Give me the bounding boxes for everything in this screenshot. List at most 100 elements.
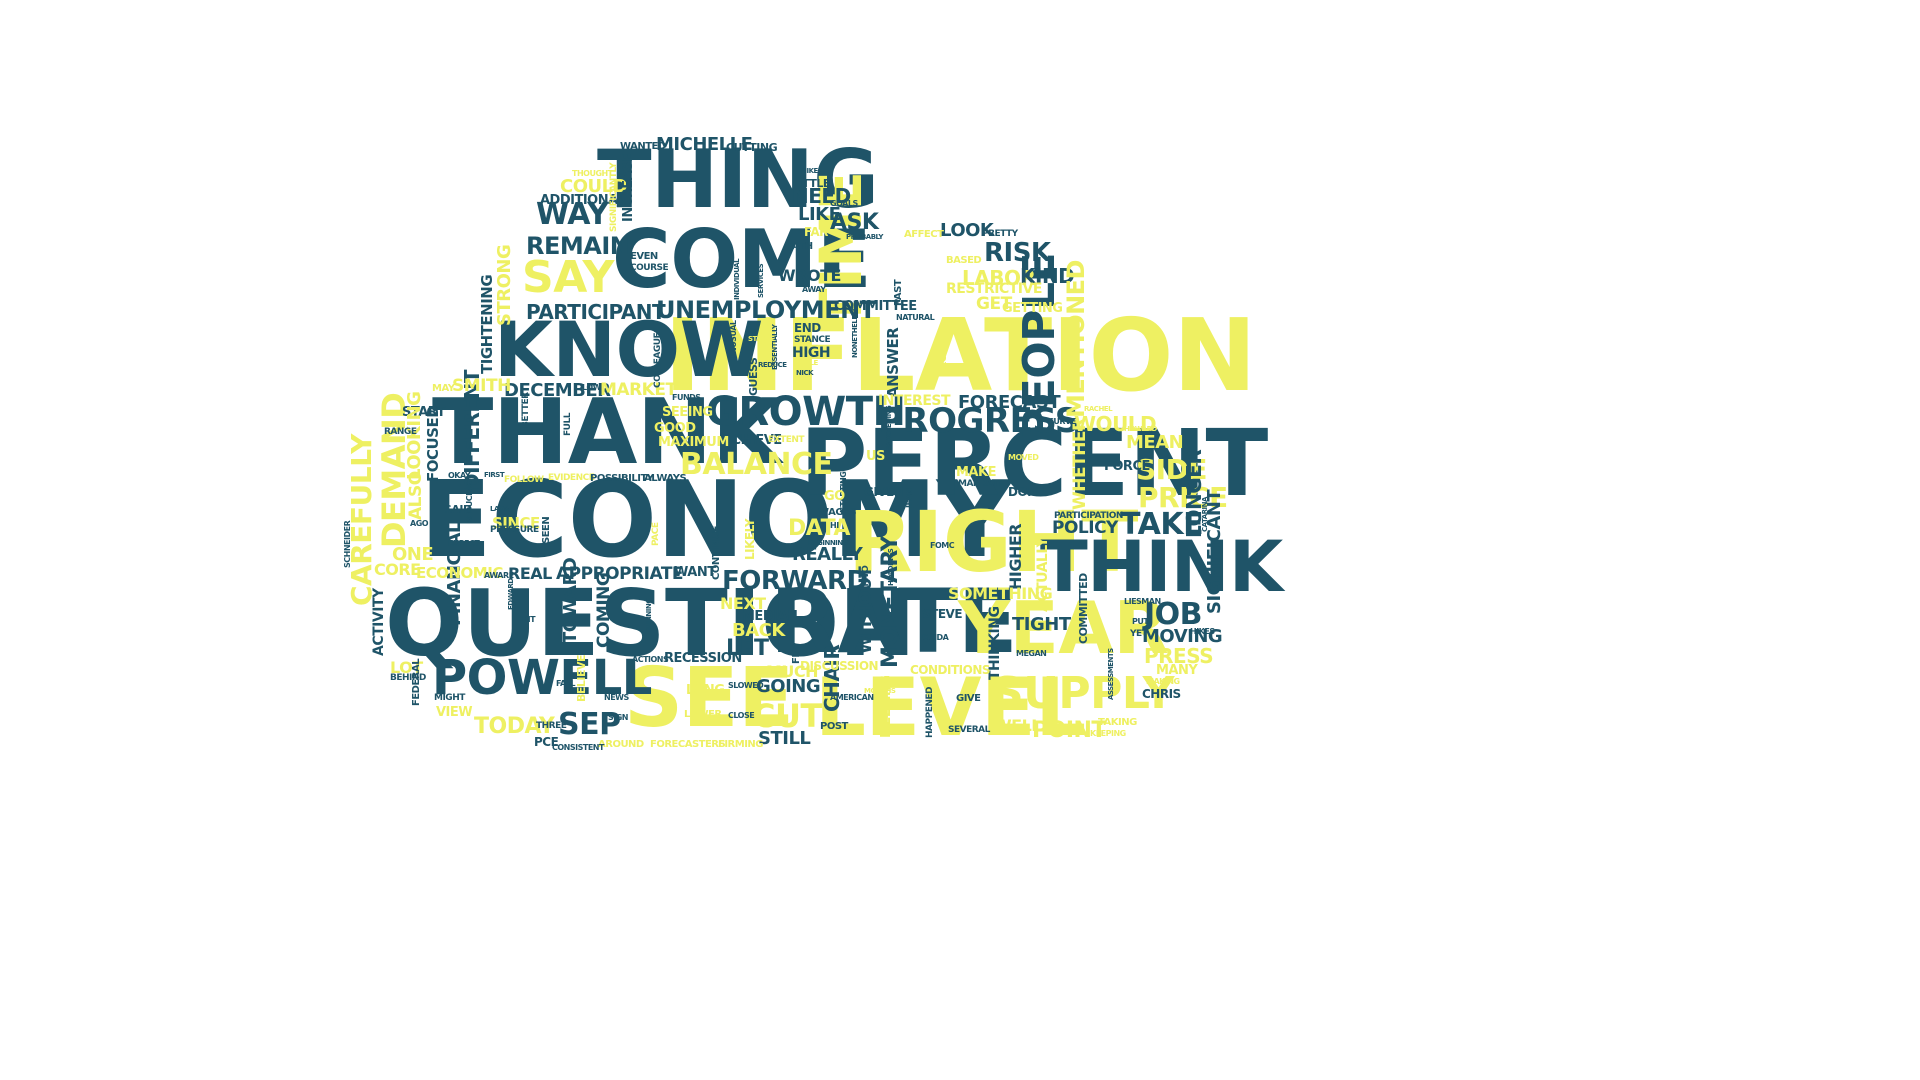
word-take: TAKE (1120, 507, 1204, 542)
word-continue: CONTINUE (711, 525, 722, 580)
word-range: RANGE (384, 427, 417, 437)
word-job: JOB (1144, 597, 1203, 632)
word-bit: BIT (522, 615, 536, 624)
word-consistent: CONSISTENT (552, 743, 604, 752)
word-committed: COMMITTED (1077, 573, 1090, 644)
word-significantly: SIGNIFICANTLY (609, 162, 619, 232)
word-follow: FOLLOW (504, 475, 544, 485)
word-thought: THOUGHT (572, 169, 613, 178)
word-maximum: MAXIMUM (658, 435, 729, 450)
word-actions: ACTIONS (632, 655, 669, 664)
word-percent: PERCENT (800, 410, 1268, 517)
word-ago: AGO (410, 519, 429, 528)
word-behind: BEHIND (390, 673, 426, 683)
word-curve: CURVE (1048, 417, 1076, 426)
word-low: LOW (582, 383, 601, 392)
word-want: WANT (674, 565, 716, 580)
word-high: HIGH (792, 345, 831, 361)
word-unusual: UNUSUAL (729, 320, 738, 361)
word-past: PAST (893, 279, 904, 306)
word-nonetheless: NONETHELESS (851, 306, 859, 358)
word-moved: MOVED (1008, 453, 1039, 462)
word-since: SINCE (492, 514, 540, 532)
word-keeping: KEEPING (1090, 729, 1126, 738)
word-liesman: LIESMAN (1124, 597, 1161, 606)
word-interest: INTEREST (878, 393, 951, 409)
word-way: WAY (536, 197, 609, 232)
word-coming: COMING (594, 572, 614, 648)
word-seeing: SEEING (662, 405, 713, 420)
word-powell: POWELL (432, 650, 652, 706)
word-guida: GUIDA (922, 633, 949, 642)
word-increase: INCREASE (621, 153, 636, 222)
word-one: ONE (392, 544, 434, 565)
word-extent: EXTENT (768, 435, 805, 445)
word-core: CORE (374, 560, 421, 579)
word-remain: REMAIN (526, 232, 630, 260)
word-actually: ACTUALLY (1035, 537, 1051, 612)
word-possibility: POSSIBILITY (590, 473, 654, 484)
word-let: LET (726, 636, 769, 661)
word-somewhat: SOMEWHAT (865, 323, 874, 372)
word-meeting: MEETING (879, 675, 894, 738)
word-long: LONG (686, 683, 725, 698)
word-wanted: WANTED (620, 141, 666, 152)
word-nick: NICK (796, 369, 814, 377)
word-economy: ECONOMY (420, 459, 1013, 581)
word-mean: MEAN (1126, 432, 1184, 453)
word-lower: LOWER (684, 709, 722, 720)
word-always: ALWAYS (644, 473, 687, 484)
word-several: SEVERAL (948, 725, 990, 735)
word-committee: COMMITTEE (834, 299, 917, 314)
word-carefully: CAREFULLY (345, 434, 378, 606)
word-two: TWO (861, 565, 871, 588)
word-even: EVEN (630, 251, 658, 262)
word-higher: HIGHER (1006, 523, 1025, 590)
word-today: TODAY (474, 714, 555, 739)
word-restrictive: RESTRICTIVE (946, 281, 1042, 297)
word-thinking: THINKING (987, 606, 1003, 680)
word-rachel: RACHEL (1084, 405, 1113, 413)
word-happened: HAPPENED (925, 687, 935, 738)
word-real: REAL (508, 564, 552, 583)
word-pce: PCE (534, 735, 559, 749)
word-stable: STABLE (748, 335, 775, 343)
word-said: SAID (444, 503, 472, 516)
word-economic: ECONOMIC (416, 564, 503, 582)
word-right: RIGHT (848, 493, 1138, 591)
word-hikes: HIKES (1190, 627, 1215, 636)
word-believe: BELIEVE (575, 654, 588, 702)
word-median: MEDIAN (742, 609, 798, 624)
word-running: RUNNING (645, 598, 653, 633)
word-post: POST (820, 721, 848, 732)
word-seen: SEEN (541, 516, 552, 544)
word-price: PRICE (1138, 481, 1228, 514)
word-edward: EDWARD (507, 578, 515, 610)
word-michelle: MICHELLE (656, 134, 753, 155)
word-discussion: DISCUSSION (800, 659, 879, 673)
word-recession: RECESSION (664, 651, 742, 666)
word-market: MARKET (600, 380, 677, 400)
word-steve: STEVE (922, 607, 963, 621)
word-going: GOING (756, 676, 821, 697)
word-making: MAKING (1146, 677, 1180, 686)
word-lot: LOT (390, 658, 423, 677)
word-cutting: CUTTING (726, 141, 778, 154)
word-beginning: BEGINNING (808, 539, 848, 547)
word-policy: POLICY (1052, 518, 1118, 538)
word-full: FULL (563, 413, 573, 436)
word-goals: GOALS (830, 199, 858, 208)
word-also: ALSO (406, 471, 426, 520)
word-need: NEED (792, 184, 851, 208)
word-level: LEVEL (815, 661, 1086, 754)
word-toward: TOWARD (560, 557, 581, 644)
word-achieve: ACHIEVE (722, 433, 782, 448)
word-close: CLOSE (728, 711, 755, 720)
word-given: GIVEN (864, 485, 904, 499)
word-start: START (402, 405, 446, 420)
word-aware: AWARE (484, 571, 514, 580)
word-sign: SIGN (608, 713, 629, 722)
word-much: MUCH (766, 662, 819, 681)
word-really: REALLY (792, 544, 863, 565)
